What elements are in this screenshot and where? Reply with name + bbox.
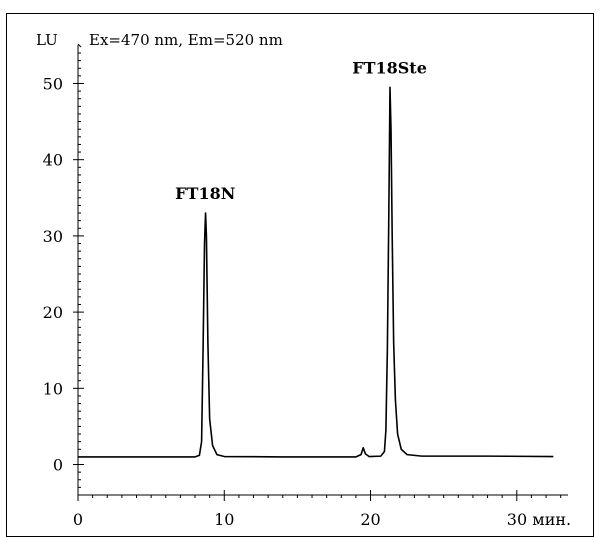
x-tick-label: 20 <box>360 510 380 529</box>
peak-label: FT18N <box>175 184 235 203</box>
peak-label: FT18Ste <box>352 58 427 77</box>
chart-frame <box>6 13 594 537</box>
y-tick-label: 50 <box>43 74 63 93</box>
y-tick-label: 20 <box>43 303 63 322</box>
y-tick-label: 30 <box>43 227 63 246</box>
chart-subtitle: Ex=470 nm, Em=520 nm <box>89 31 283 49</box>
chromatogram-trace <box>78 86 554 458</box>
y-tick-label: 40 <box>43 151 63 170</box>
y-tick-label: 10 <box>43 379 63 398</box>
peak-annotations: FT18N FT18Ste <box>175 58 427 203</box>
y-axis-label: LU <box>36 31 58 49</box>
header-separator <box>77 43 82 48</box>
y-tick-label: 0 <box>53 456 63 475</box>
axes <box>77 43 568 496</box>
x-tick-label: 30 мин. <box>507 510 571 529</box>
minor-ticks <box>78 52 562 498</box>
tick-labels: 0 10 20 30 40 50 0 10 20 30 мин. <box>43 74 571 529</box>
major-ticks <box>73 82 518 501</box>
x-tick-label: 10 <box>214 510 234 529</box>
x-tick-label: 0 <box>73 510 83 529</box>
